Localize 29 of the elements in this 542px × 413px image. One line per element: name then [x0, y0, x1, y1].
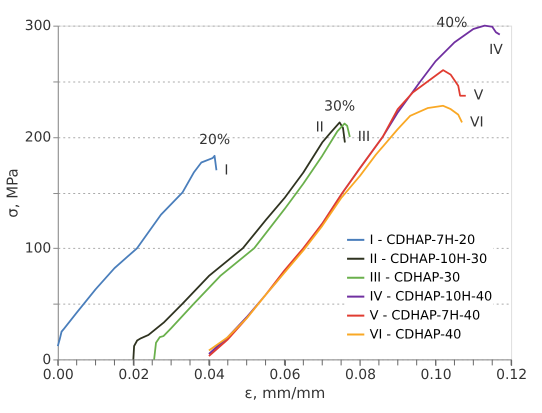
y-axis-title: σ, MPa — [4, 168, 22, 218]
annotation: V — [474, 88, 484, 104]
y-tick-label: 200 — [24, 129, 52, 146]
x-tick-label: 0.12 — [496, 366, 528, 383]
annotation: III — [358, 128, 370, 145]
annotation: II — [316, 120, 324, 136]
x-tick-label: 0.04 — [194, 366, 226, 383]
legend-label: I - CDHAP-7H-20 — [370, 232, 476, 248]
x-tick-label: 0.06 — [269, 366, 300, 383]
line-series — [56, 154, 218, 347]
legend-label: III - CDHAP-30 — [370, 270, 460, 286]
x-tick-label: 0.08 — [344, 366, 376, 383]
annotation: VI — [470, 114, 484, 130]
x-axis-title: ε, mm/mm — [244, 384, 326, 402]
y-tick-label: 0 — [42, 352, 52, 368]
y-tick-label: 300 — [24, 18, 52, 34]
annotation: IV — [489, 42, 504, 58]
x-tick-label: 0.10 — [420, 366, 452, 383]
annotation: 40% — [436, 15, 468, 31]
legend-label: V - CDHAP-7H-40 — [370, 308, 480, 324]
annotation: 30% — [324, 98, 356, 114]
x-tick-label: 0.02 — [118, 366, 150, 383]
legend-label: IV - CDHAP-10H-40 — [370, 290, 492, 305]
y-tick-label: 100 — [24, 240, 52, 257]
legend-label: VI - CDHAP-40 — [370, 328, 462, 342]
annotation: 20% — [199, 132, 230, 148]
legend-label: II - CDHAP-10H-30 — [370, 252, 488, 267]
annotation: I — [224, 162, 229, 178]
x-tick-label: 0.00 — [42, 366, 74, 383]
